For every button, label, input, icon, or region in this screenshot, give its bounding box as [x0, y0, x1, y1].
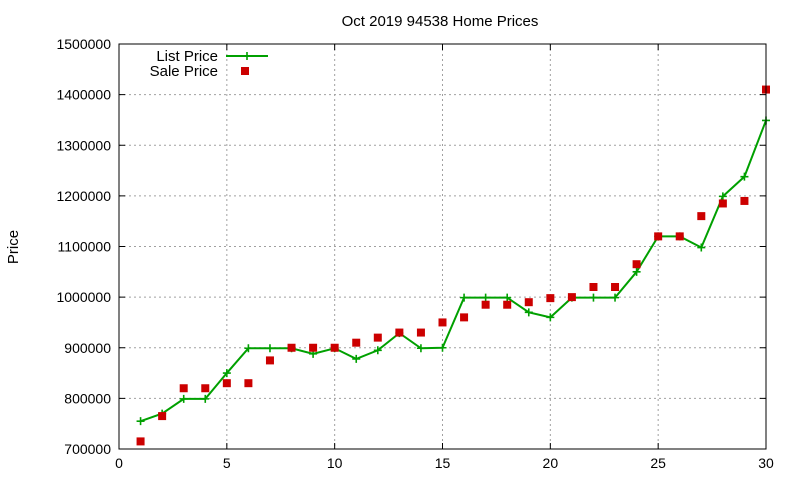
- sale-price-point: [201, 384, 210, 393]
- sale-price-point: [330, 343, 339, 352]
- list-price-point: [718, 192, 727, 201]
- y-tick-label: 900000: [64, 340, 111, 356]
- list-price-point: [697, 243, 706, 252]
- list-price-point: [265, 344, 274, 353]
- sale-price-point: [675, 232, 684, 241]
- sale-price-point: [416, 328, 425, 337]
- list-price-point: [373, 346, 382, 355]
- sale-price-point: [567, 293, 576, 302]
- y-tick-label: 1300000: [56, 137, 111, 153]
- y-tick-label: 1200000: [56, 188, 111, 204]
- sale-price-point: [158, 412, 167, 421]
- sale-price-point: [136, 437, 145, 446]
- sale-price-point: [632, 260, 641, 269]
- list-price-point: [546, 313, 555, 322]
- legend-label-sale-price: Sale Price: [150, 63, 218, 80]
- sale-price-point: [265, 356, 274, 365]
- list-price-point: [201, 394, 210, 403]
- sale-price-point: [740, 196, 749, 205]
- x-tick-label: 20: [543, 455, 559, 471]
- list-price-point: [611, 293, 620, 302]
- list-price-point: [460, 293, 469, 302]
- chart-title: Oct 2019 94538 Home Prices: [342, 13, 539, 30]
- sale-price-point: [179, 384, 188, 393]
- sale-price-point: [222, 379, 231, 388]
- legend-sale-price-sample: [241, 67, 249, 75]
- sale-price-point: [524, 298, 533, 307]
- sale-price-point: [373, 333, 382, 342]
- legend-list-price-marker: [243, 52, 251, 60]
- list-price-point: [740, 172, 749, 181]
- list-price-line: [140, 120, 767, 423]
- x-tick-label: 10: [327, 455, 343, 471]
- sale-price-point: [481, 300, 490, 309]
- x-tick-label: 25: [650, 455, 666, 471]
- list-price-point: [438, 343, 447, 352]
- list-price-point: [222, 369, 231, 378]
- grid-lines: [119, 44, 766, 449]
- sale-price-point: [395, 328, 404, 337]
- x-tick-label: 0: [115, 455, 123, 471]
- sale-price-point: [460, 313, 469, 322]
- list-price-point: [503, 293, 512, 302]
- sale-price-point: [589, 283, 598, 291]
- plot-frame: [118, 43, 767, 450]
- legend: List Price Sale Price: [150, 48, 268, 80]
- sale-price-point: [244, 379, 253, 388]
- tick-labels: 0 5 10 15 20 25 30 700000 800000 900000 1000000 110…: [56, 36, 774, 471]
- sale-price-point: [309, 343, 318, 352]
- sale-price-point: [697, 212, 706, 221]
- y-tick-label: 1100000: [58, 239, 112, 255]
- sale-price-point: [438, 318, 447, 327]
- x-tick-label: 5: [223, 455, 231, 471]
- list-price-point: [481, 293, 490, 302]
- sale-price-point: [654, 232, 663, 241]
- y-tick-label: 1500000: [56, 36, 111, 52]
- list-price-point: [416, 344, 425, 353]
- list-price-point: [179, 394, 188, 403]
- y-axis-label: Price: [5, 230, 22, 264]
- list-price-point: [136, 417, 145, 426]
- sale-price-point: [503, 300, 512, 309]
- list-price-point: [524, 308, 533, 317]
- x-tick-label: 30: [758, 455, 774, 471]
- legend-sale-price-marker: [241, 67, 249, 75]
- legend-list-price-sample: [226, 52, 268, 60]
- list-price-point: [244, 344, 253, 353]
- legend-label-list-price: List Price: [156, 48, 218, 65]
- sale-price-point: [352, 338, 361, 347]
- y-tick-label: 1400000: [56, 87, 111, 103]
- y-tick-label: 800000: [64, 390, 111, 406]
- series: [136, 85, 770, 446]
- sale-price-point: [546, 294, 555, 303]
- sale-price-point: [287, 343, 296, 352]
- list-price-point: [589, 293, 598, 302]
- x-tick-label: 15: [435, 455, 451, 471]
- sale-price-point: [611, 283, 620, 291]
- sale-price-point: [718, 199, 727, 208]
- y-tick-label: 700000: [64, 441, 111, 457]
- list-price-point: [632, 267, 641, 276]
- y-tick-label: 1000000: [56, 289, 111, 305]
- list-price-point: [352, 354, 361, 363]
